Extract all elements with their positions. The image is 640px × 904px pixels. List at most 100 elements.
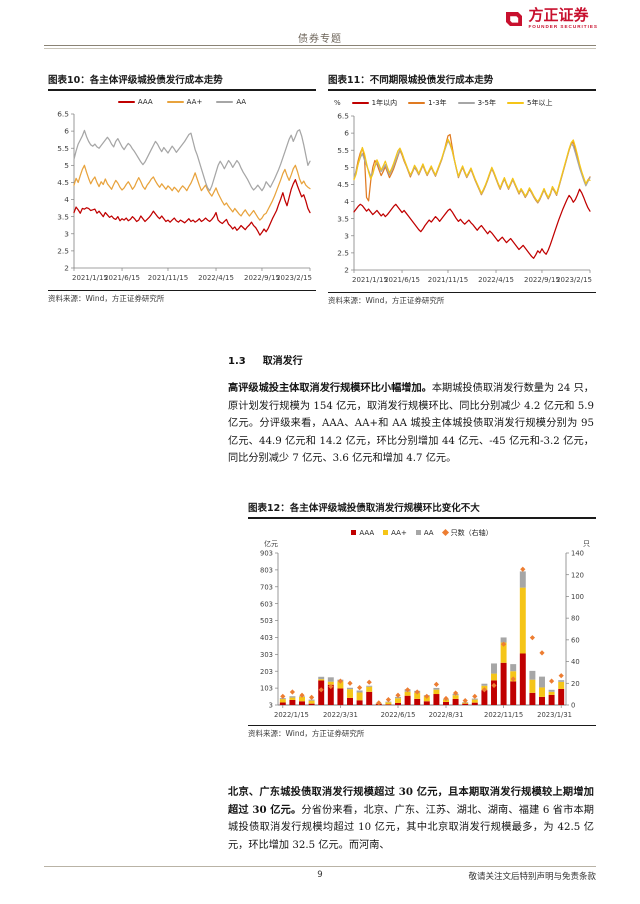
- svg-text:2021/11/15: 2021/11/15: [428, 276, 468, 284]
- svg-text:3.5: 3.5: [337, 214, 349, 223]
- paragraph-1-body: 本期城投债取消发行数量为 24 只，原计划发行规模为 154 亿元，取消发行规模…: [228, 383, 594, 464]
- legend-item-count: 只数（右轴）: [441, 528, 493, 538]
- legend-line-icon: [457, 101, 475, 104]
- legend-label: 3-5年: [477, 98, 496, 107]
- figure-10-source-rule: [48, 289, 316, 291]
- legend-label: AA+: [391, 528, 407, 537]
- svg-text:120: 120: [571, 571, 584, 579]
- paragraph-2: 北京、广东城投债取消发行规模超过 30 亿元，且本期取消发行规模较上期增加超过 …: [228, 784, 594, 854]
- figure-11-legend: % 1年以内 1-3年 3-5年 5年以上: [328, 98, 596, 108]
- svg-text:3: 3: [64, 229, 69, 238]
- svg-text:2022/4/15: 2022/4/15: [198, 274, 234, 282]
- legend-label: 5年以上: [527, 98, 553, 107]
- legend-line-icon: [351, 101, 369, 104]
- figure-12-title: 图表12：各主体评级城投债取消发行规模环比变化不大: [248, 503, 480, 514]
- figure-12-source: 资料来源：Wind，方正证券研究所: [248, 728, 365, 738]
- figure-11-plot: 2 2.5 3 3.5 4 4.5 5 5.5 6 6.5 2021/1/15 2021/6/15 20…: [328, 110, 596, 292]
- svg-text:2.5: 2.5: [337, 248, 349, 257]
- figure-12-svg: 3 103 203 303 403 503 603 703 803 903 0 20 40 60 80 100…: [260, 549, 584, 719]
- logo-chinese-name: 方正证券: [528, 6, 589, 24]
- svg-text:2022/9/15: 2022/9/15: [244, 274, 280, 282]
- svg-text:4.5: 4.5: [337, 180, 349, 189]
- legend-diamond-icon: [441, 529, 449, 537]
- header-title: 债券专题: [298, 34, 342, 45]
- svg-text:2021/11/15: 2021/11/15: [148, 274, 188, 282]
- logo-english-name: FOUNDER SECURITIES: [528, 24, 598, 29]
- legend-line-icon: [408, 101, 426, 104]
- svg-text:5.5: 5.5: [57, 143, 69, 152]
- svg-text:2.5: 2.5: [57, 246, 69, 255]
- svg-text:6: 6: [64, 126, 69, 135]
- legend-line-icon: [216, 100, 234, 103]
- legend-line-icon: [166, 100, 184, 103]
- legend-item-3-5y: 3-5年: [457, 98, 496, 108]
- svg-text:4: 4: [344, 197, 349, 206]
- svg-text:20: 20: [571, 679, 580, 687]
- figure-12-title-rule: [248, 517, 596, 519]
- footer-disclaimer: 敬请关注文后特别声明与免责条款: [468, 872, 596, 882]
- paragraph-1: 高评级城投主体取消发行规模环比小幅增加。本期城投债取消发行数量为 24 只，原计…: [228, 380, 594, 468]
- figure-11-source-rule: [328, 291, 596, 293]
- svg-text:303: 303: [260, 651, 273, 659]
- svg-text:0: 0: [571, 701, 575, 709]
- svg-text:403: 403: [260, 634, 273, 642]
- figure-10-title: 图表10：各主体评级城投债发行成本走势: [48, 75, 223, 86]
- footer-page-number: 9: [317, 870, 323, 880]
- legend-square-icon: [383, 530, 389, 536]
- figure-11-title: 图表11：不同期限城投债发行成本走势: [328, 75, 494, 86]
- legend-item-aa: AA: [415, 528, 434, 537]
- figure-12: 图表12：各主体评级城投债取消发行规模环比变化不大 AAA AA+ AA 只数（…: [248, 500, 596, 739]
- svg-text:6.5: 6.5: [57, 109, 69, 118]
- svg-text:2021/1/15: 2021/1/15: [72, 274, 108, 282]
- paragraph-1-lead: 高评级城投主体取消发行规模环比小幅增加。: [228, 382, 432, 394]
- legend-label: 1年以内: [371, 98, 398, 107]
- section-number: 1.3: [228, 356, 246, 367]
- svg-text:80: 80: [571, 614, 580, 622]
- legend-line-icon: [117, 100, 135, 103]
- svg-text:2023/2/15: 2023/2/15: [276, 274, 312, 282]
- figure-10-legend: AAA AA+ AA: [48, 98, 316, 106]
- paragraph-2-lead: 北京、广东城投债取消发行规模超过 30 亿元，且本期取消发行规模较上期增加超过 …: [228, 786, 594, 816]
- figure-11-source: 资料来源：Wind，方正证券研究所: [328, 295, 445, 305]
- figure-11-unit-label: %: [334, 98, 341, 107]
- svg-text:60: 60: [571, 636, 580, 644]
- svg-text:203: 203: [260, 667, 273, 675]
- svg-text:140: 140: [571, 549, 584, 557]
- svg-text:2023/2/15: 2023/2/15: [556, 276, 592, 284]
- legend-item-aaa: AAA: [117, 98, 153, 106]
- figure-12-right-unit: 只: [583, 539, 590, 548]
- legend-label: AA: [423, 528, 434, 537]
- legend-square-icon: [351, 530, 357, 536]
- section-title: 取消发行: [262, 356, 303, 367]
- legend-item-within-1y: 1年以内: [351, 98, 398, 108]
- page-header: 债券专题 方正证券 FOUNDER SECURITIES: [0, 0, 640, 58]
- svg-text:2: 2: [344, 265, 349, 274]
- legend-square-icon: [415, 530, 421, 536]
- svg-text:2022/11/15: 2022/11/15: [484, 711, 523, 719]
- svg-text:603: 603: [260, 600, 273, 608]
- svg-text:2021/6/15: 2021/6/15: [104, 274, 140, 282]
- company-logo: 方正证券 FOUNDER SECURITIES: [504, 8, 598, 30]
- svg-text:2022/9/15: 2022/9/15: [524, 276, 560, 284]
- figure-10: 图表10：各主体评级城投债发行成本走势 AAA AA+ AA 2 2.5 3 3.5 4…: [48, 72, 316, 304]
- header-rule-bottom: [44, 48, 596, 49]
- section-heading: 1.3 取消发行: [228, 352, 303, 367]
- legend-label: AA+: [186, 97, 203, 106]
- svg-text:2022/8/31: 2022/8/31: [429, 711, 464, 719]
- svg-text:803: 803: [260, 566, 273, 574]
- svg-text:100: 100: [571, 593, 584, 601]
- svg-text:5: 5: [64, 161, 69, 170]
- svg-text:3: 3: [344, 231, 349, 240]
- legend-item-aa-plus: AA+: [166, 97, 203, 106]
- svg-text:40: 40: [571, 658, 580, 666]
- figure-10-plot: 2 2.5 3 3.5 4 4.5 5 5.5 6 6.5 2021/1/15 2021/6/15 20…: [48, 108, 316, 290]
- svg-text:6: 6: [344, 128, 349, 137]
- legend-label: 只数（右轴）: [450, 528, 493, 537]
- svg-text:6.5: 6.5: [337, 111, 349, 120]
- svg-text:703: 703: [260, 583, 273, 591]
- legend-label: AAA: [359, 528, 375, 537]
- figure-10-source: 资料来源：Wind，方正证券研究所: [48, 293, 165, 303]
- svg-text:2021/1/15: 2021/1/15: [352, 276, 388, 284]
